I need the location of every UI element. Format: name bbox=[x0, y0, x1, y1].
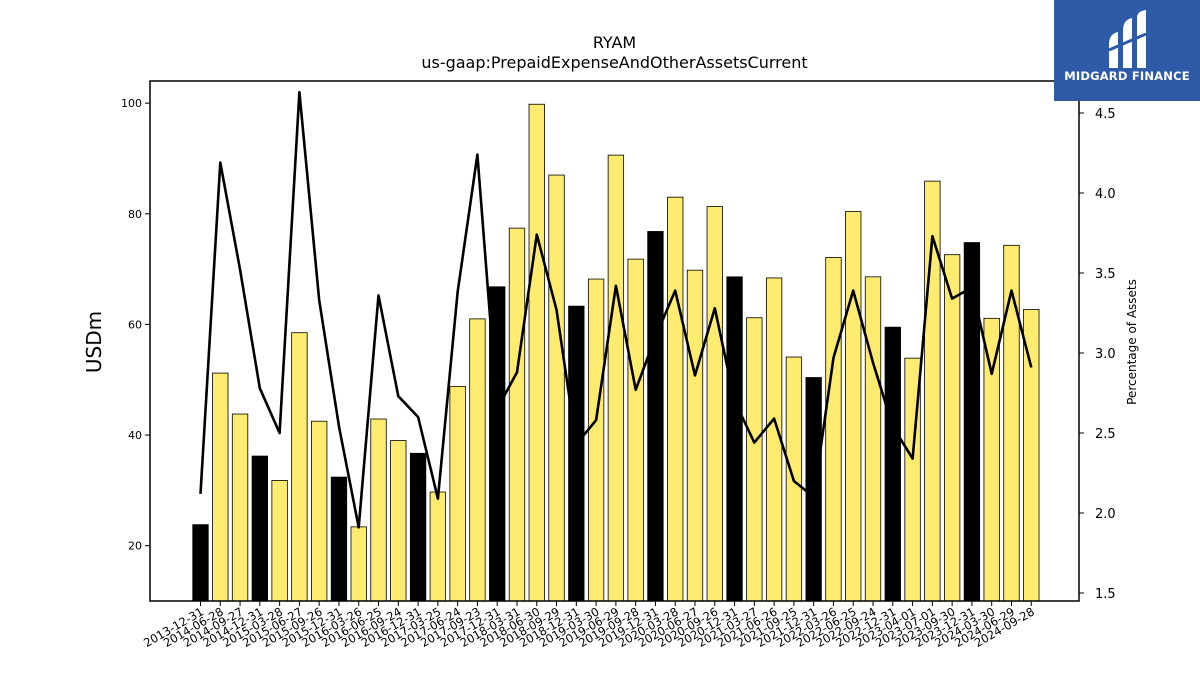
bar bbox=[963, 242, 981, 602]
y2-tick-label: 3.0 bbox=[1095, 347, 1116, 362]
y2-tick-label: 3.5 bbox=[1095, 267, 1116, 282]
bar bbox=[686, 269, 704, 602]
bar bbox=[291, 332, 308, 602]
chart-title: RYAM bbox=[593, 33, 636, 52]
bar bbox=[390, 440, 407, 602]
bar bbox=[667, 196, 684, 602]
y-tick-label: 60 bbox=[128, 318, 142, 331]
bar bbox=[1003, 244, 1020, 602]
y2-tick-label: 1.5 bbox=[1095, 587, 1116, 602]
y-tick-label: 40 bbox=[128, 429, 142, 442]
y2-tick-label: 4.0 bbox=[1095, 187, 1116, 202]
y-right-axis: 1.5 2.0 2.5 3.0 3.5 4.0 4.5 bbox=[1079, 107, 1116, 602]
bar bbox=[884, 326, 901, 602]
bar bbox=[251, 455, 268, 602]
bar bbox=[548, 174, 565, 602]
y-axis-label: USDm bbox=[82, 311, 106, 373]
line-layer bbox=[199, 90, 1033, 529]
bar bbox=[607, 154, 625, 602]
bar bbox=[212, 372, 229, 602]
bar bbox=[350, 526, 367, 602]
chart-subtitle: us-gaap:PrepaidExpenseAndOtherAssetsCurr… bbox=[421, 53, 807, 72]
bar bbox=[508, 227, 526, 602]
y2-tick-label: 2.0 bbox=[1095, 507, 1116, 522]
bar bbox=[271, 480, 288, 602]
bar bbox=[943, 254, 961, 602]
bar bbox=[370, 418, 387, 602]
bar bbox=[568, 305, 585, 602]
bar bbox=[469, 318, 486, 602]
bar bbox=[429, 491, 447, 602]
bar bbox=[726, 276, 743, 602]
bar bbox=[706, 206, 723, 602]
bar bbox=[627, 258, 644, 602]
bar bbox=[311, 420, 328, 602]
bar bbox=[845, 211, 862, 602]
bar bbox=[330, 476, 348, 602]
bars-layer bbox=[192, 103, 1040, 602]
y-tick-label: 20 bbox=[128, 540, 142, 553]
y2-axis-label: Percentage of Assets bbox=[1125, 279, 1139, 405]
y-tick-label: 80 bbox=[128, 208, 142, 221]
logo-text: MIDGARD FINANCE bbox=[1064, 69, 1190, 83]
bar bbox=[449, 385, 466, 602]
bar bbox=[864, 276, 882, 602]
plot-frame bbox=[149, 80, 1080, 602]
bar bbox=[231, 413, 249, 602]
y-tick-label: 100 bbox=[121, 97, 142, 110]
bar bbox=[647, 231, 664, 602]
bar bbox=[409, 452, 427, 602]
bar bbox=[983, 317, 1000, 602]
y2-tick-label: 2.5 bbox=[1095, 427, 1116, 442]
bar bbox=[1023, 309, 1040, 602]
midgard-logo-icon bbox=[1108, 10, 1147, 68]
bar bbox=[192, 524, 209, 602]
y2-tick-label: 4.5 bbox=[1095, 107, 1116, 122]
y-left-axis: 20 40 60 80 100 bbox=[121, 97, 150, 553]
midgard-finance-logo: MIDGARD FINANCE bbox=[1054, 0, 1200, 101]
bar bbox=[528, 103, 545, 602]
bar bbox=[746, 317, 763, 602]
bar bbox=[587, 278, 605, 602]
x-axis: 2013-12-312014-06-282014-09-272014-12-31… bbox=[141, 601, 1037, 650]
bar bbox=[825, 257, 842, 602]
